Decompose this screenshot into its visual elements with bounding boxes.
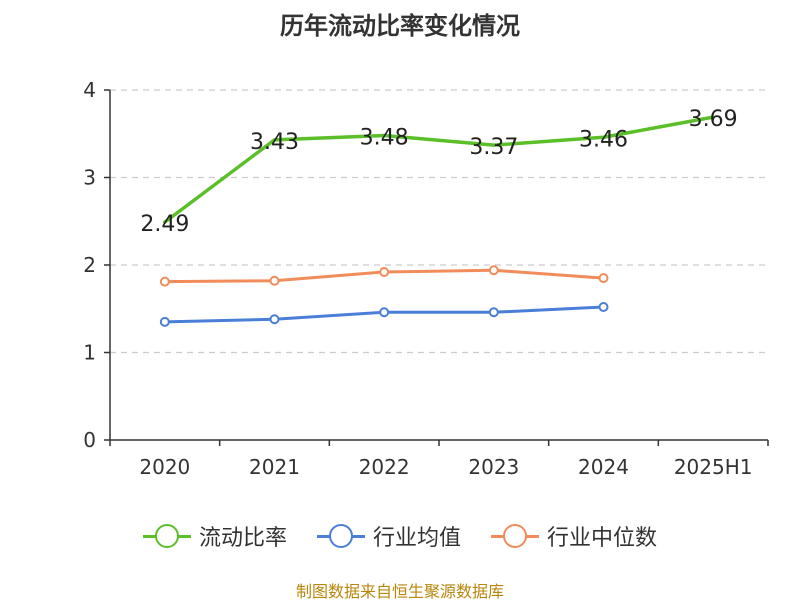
data-point xyxy=(269,275,280,286)
legend: 流动比率 行业均值 行业中位数 xyxy=(0,520,800,552)
x-tick-label: 2020 xyxy=(139,455,190,479)
data-point xyxy=(159,276,170,287)
data-label: 3.37 xyxy=(469,135,518,160)
axis-layer: 0 1 2 3 4 2020 2021 2022 2023 2024 2025H1 xyxy=(83,78,769,479)
legend-label: 行业中位数 xyxy=(547,526,658,551)
data-point xyxy=(598,302,609,312)
x-tick-label: 2021 xyxy=(249,455,300,479)
data-label: 2.49 xyxy=(140,212,189,237)
legend-item[interactable]: 行业均值 xyxy=(316,520,461,552)
series-line xyxy=(163,115,715,224)
data-point xyxy=(488,265,499,276)
legend-line-icon xyxy=(142,524,191,548)
data-point xyxy=(598,273,609,284)
legend-line-icon xyxy=(316,524,365,548)
y-tick-label: 2 xyxy=(83,253,96,277)
y-tick-label: 0 xyxy=(83,428,96,452)
data-point xyxy=(379,267,390,277)
x-tick-label: 2024 xyxy=(578,455,629,479)
series-layer xyxy=(159,115,715,327)
label-layer: 2.49 3.43 3.48 3.37 3.46 3.69 xyxy=(140,107,737,237)
x-tick-label: 2025H1 xyxy=(674,455,753,479)
y-tick-label: 3 xyxy=(83,166,96,190)
y-tick-label: 4 xyxy=(83,78,96,102)
data-point xyxy=(159,316,170,327)
legend-item[interactable]: 流动比率 xyxy=(142,520,287,552)
legend-label: 流动比率 xyxy=(198,526,287,551)
data-label: 3.43 xyxy=(250,130,299,155)
y-tick-label: 1 xyxy=(83,341,96,365)
data-point xyxy=(269,314,280,325)
data-label: 3.69 xyxy=(689,107,738,132)
data-label: 3.46 xyxy=(579,127,628,152)
x-tick-label: 2023 xyxy=(468,455,519,479)
legend-label: 行业均值 xyxy=(372,526,461,551)
legend-line-icon xyxy=(491,524,539,548)
data-label: 3.48 xyxy=(360,126,409,151)
data-point xyxy=(488,307,499,318)
source-note: 制图数据来自恒生聚源数据库 xyxy=(295,582,504,601)
data-point xyxy=(379,307,390,318)
legend-item[interactable]: 行业中位数 xyxy=(491,520,657,552)
chart-title: 历年流动比率变化情况 xyxy=(280,12,520,40)
x-tick-label: 2022 xyxy=(359,455,410,479)
